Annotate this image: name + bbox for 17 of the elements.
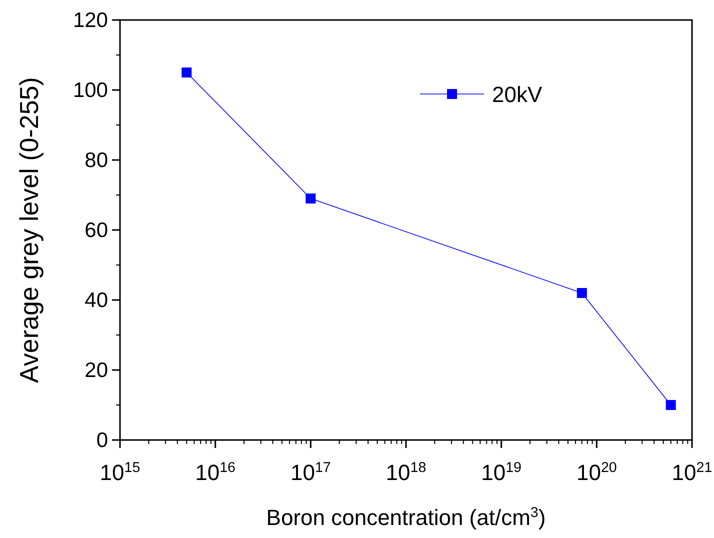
y-tick-label: 20 [84,359,108,382]
x-tick-label: 10$^{20}$ [576,460,617,485]
y-tick-label: 100 [72,79,108,102]
x-tick-label: 10$^{19}$ [481,460,522,485]
x-tick-label: 10$^{16}$ [195,460,236,485]
y-tick-label: 0 [96,429,108,452]
legend-label: 20kV [492,82,542,107]
x-axis-title: Boron concentration (at/cm$^{3}$) [266,505,546,530]
x-tick-label: 10$^{15}$ [100,460,140,485]
x-tick-label: 10$^{17}$ [290,460,331,485]
x-tick-label: 10$^{21}$ [672,460,712,485]
y-tick-label: 60 [84,219,108,242]
y-tick-label: 80 [84,149,108,172]
y-tick-label: 120 [72,9,108,32]
y-tick-label: 40 [84,289,108,312]
y-axis-title: Average grey level (0-255) [14,77,44,383]
x-tick-label: 10$^{18}$ [386,460,426,485]
